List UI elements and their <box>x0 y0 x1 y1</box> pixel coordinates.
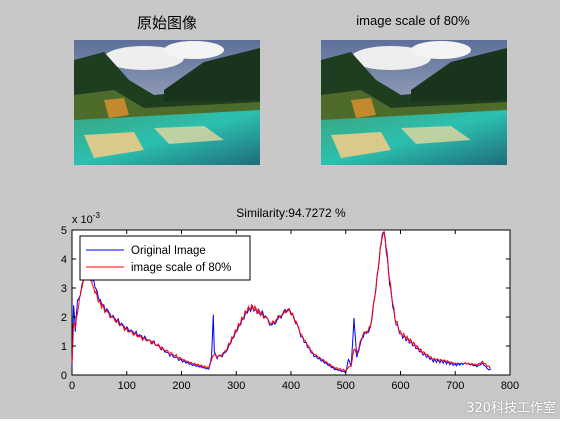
legend-box <box>79 235 251 281</box>
scaled-landscape-image <box>321 40 507 165</box>
y-tick-label: 0 <box>61 370 67 382</box>
x-tick-label: 800 <box>501 380 519 392</box>
x-tick-label: 100 <box>118 380 136 392</box>
scaled-image-title: image scale of 80% <box>356 13 470 28</box>
y-tick-label: 1 <box>61 341 67 353</box>
original-landscape-image <box>74 40 260 165</box>
y-tick-label: 4 <box>61 254 67 266</box>
x-tick-label: 0 <box>69 380 75 392</box>
x-tick-label: 400 <box>282 380 300 392</box>
watermark: 320科技工作室 <box>466 401 556 416</box>
series-line-scaled <box>71 230 491 372</box>
y-tick-label: 3 <box>61 283 67 295</box>
y-exponent-label: x 10-3 <box>72 211 100 226</box>
x-tick-label: 500 <box>337 380 355 392</box>
x-tick-label: 200 <box>172 380 190 392</box>
y-tick-label: 5 <box>61 225 67 237</box>
y-tick-label: 2 <box>61 312 67 324</box>
legend-label: image scale of 80% <box>131 262 231 274</box>
legend-label: Original Image <box>131 245 206 257</box>
plot-title: Similarity:94.7272 % <box>236 206 346 220</box>
original-image-title: 原始图像 <box>136 14 197 32</box>
x-tick-label: 600 <box>391 380 409 392</box>
x-tick-label: 300 <box>227 380 245 392</box>
x-tick-label: 700 <box>446 380 464 392</box>
